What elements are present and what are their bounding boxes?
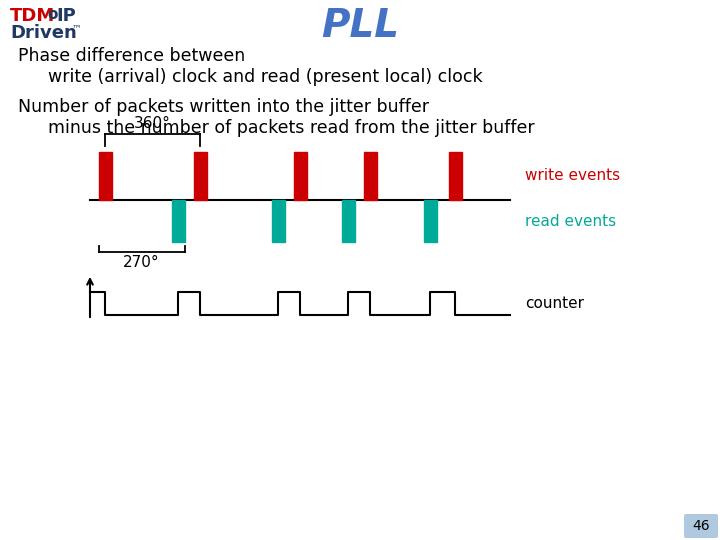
Text: 360°: 360° — [134, 116, 171, 131]
Text: Phase difference between: Phase difference between — [18, 47, 246, 65]
Text: 46: 46 — [692, 519, 710, 533]
Bar — [341, 200, 354, 242]
Text: IP: IP — [56, 7, 76, 25]
Text: ™: ™ — [72, 23, 82, 33]
Bar — [423, 200, 436, 242]
Bar — [364, 152, 377, 200]
Bar — [449, 152, 462, 200]
Text: write (arrival) clock and read (present local) clock: write (arrival) clock and read (present … — [48, 68, 482, 86]
Text: Number of packets written into the jitter buffer: Number of packets written into the jitte… — [18, 98, 429, 116]
Text: Driven: Driven — [10, 24, 77, 42]
Bar — [99, 152, 112, 200]
Text: PLL: PLL — [321, 7, 399, 45]
Bar — [294, 152, 307, 200]
Text: 270°: 270° — [123, 255, 160, 270]
Text: TDM: TDM — [10, 7, 55, 25]
Text: write events: write events — [525, 168, 620, 184]
Bar — [194, 152, 207, 200]
Text: minus the number of packets read from the jitter buffer: minus the number of packets read from th… — [48, 119, 535, 137]
FancyBboxPatch shape — [684, 514, 718, 538]
Text: counter: counter — [525, 296, 584, 311]
Bar — [271, 200, 284, 242]
Text: read events: read events — [525, 213, 616, 228]
Text: o: o — [47, 7, 58, 22]
Bar — [171, 200, 184, 242]
